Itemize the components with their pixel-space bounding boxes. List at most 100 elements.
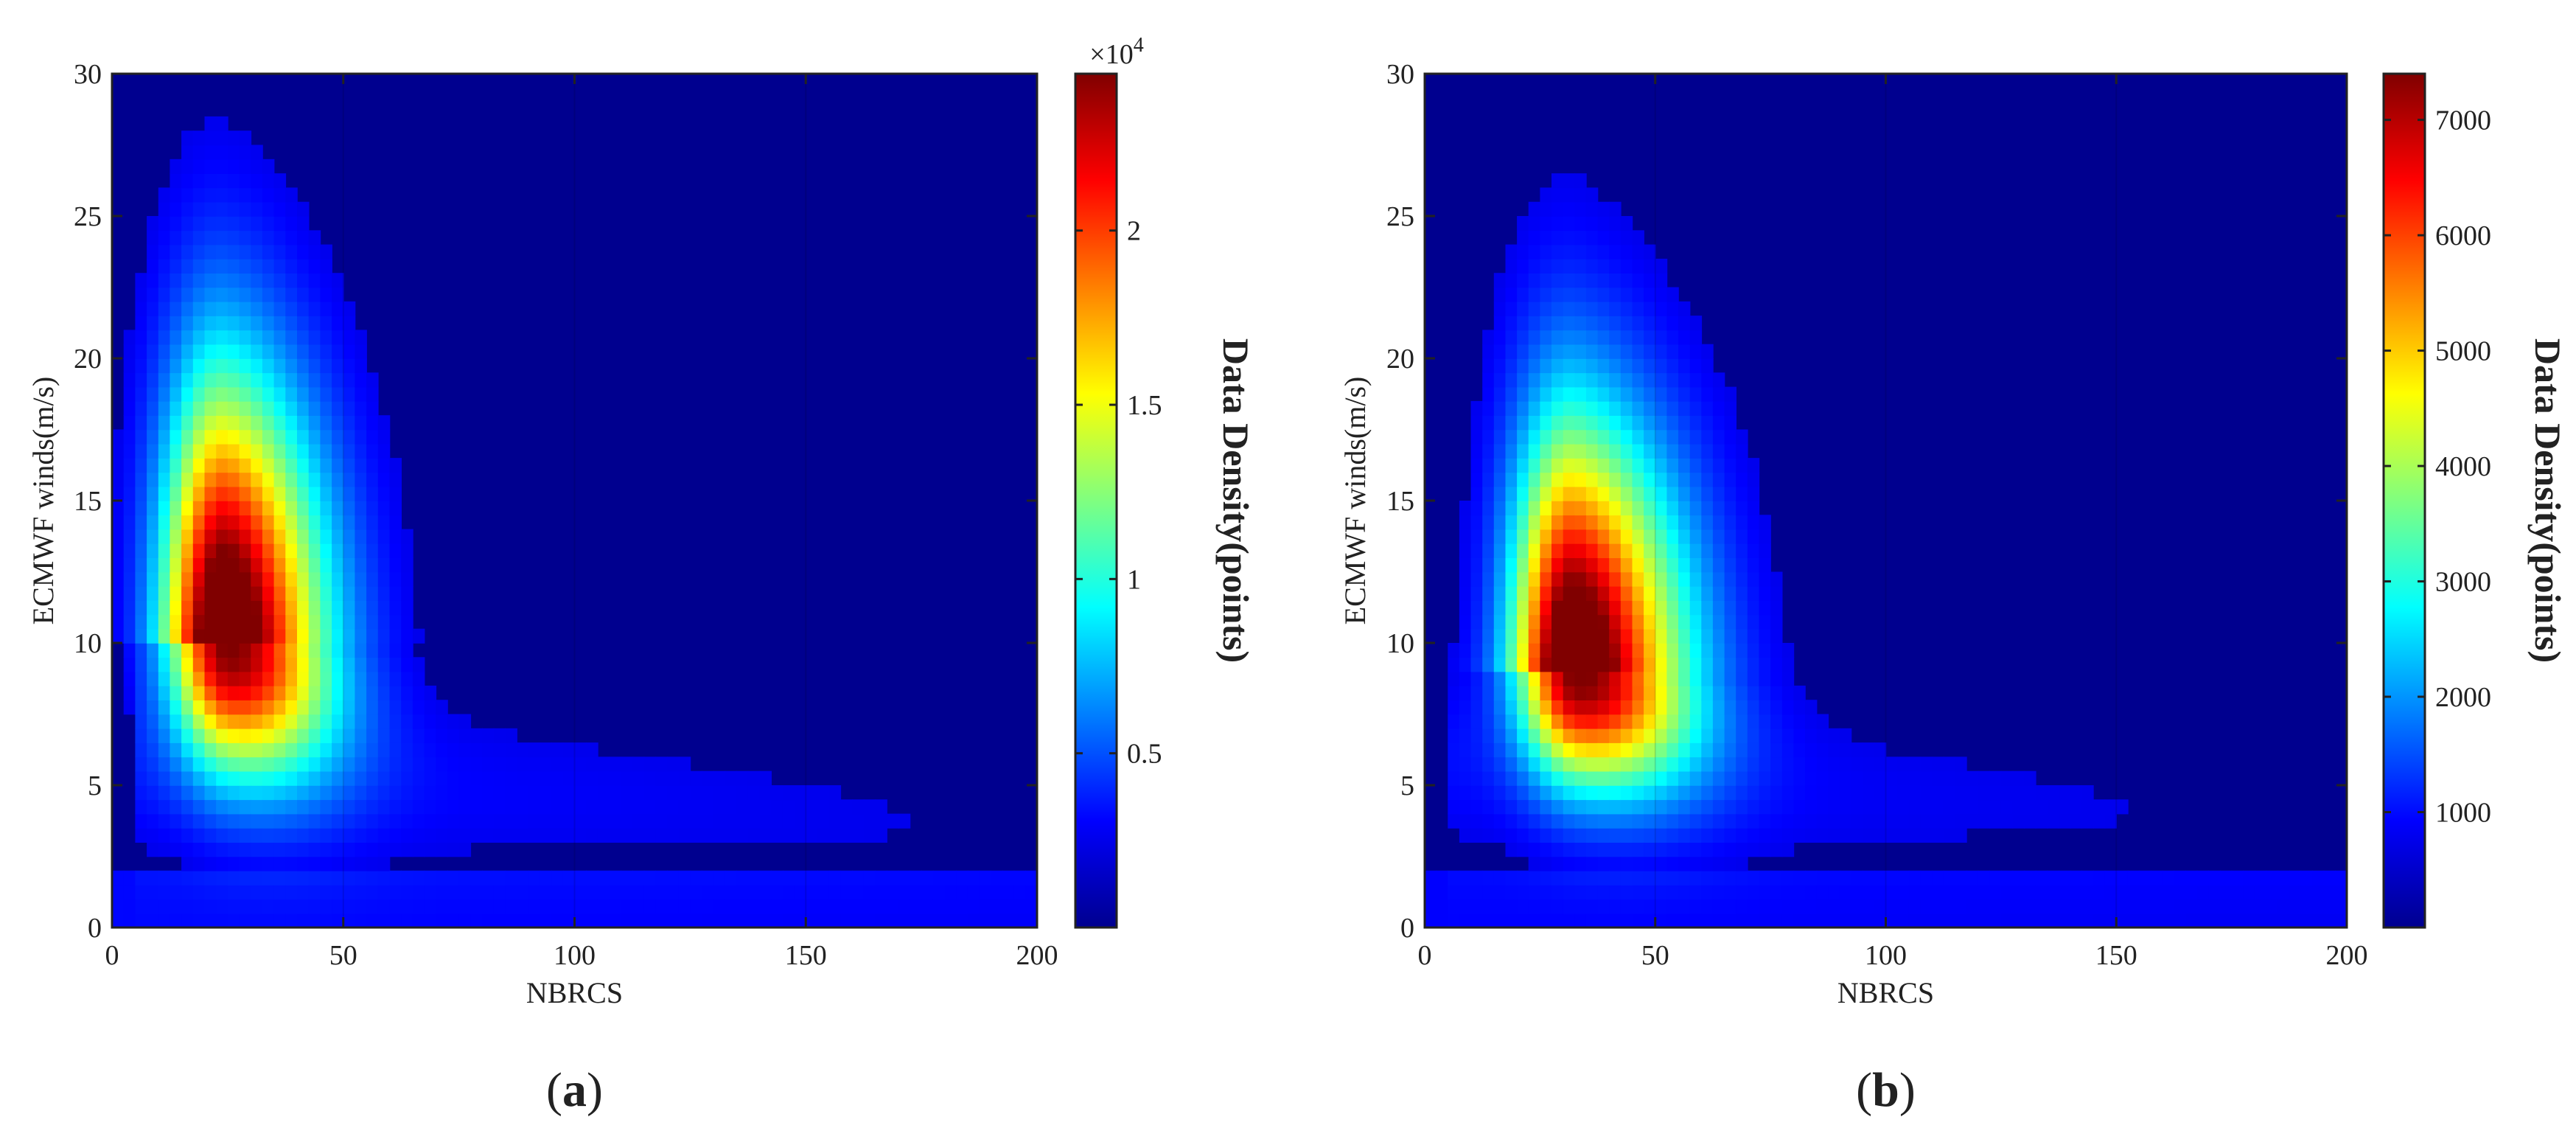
- heatmap-cell: [1839, 785, 1852, 801]
- heatmap-cell: [158, 728, 171, 743]
- heatmap-cell: [1609, 657, 1622, 672]
- heatmap-cell: [2059, 813, 2071, 829]
- heatmap-cell: [1805, 785, 1818, 801]
- heatmap-cell: [678, 813, 691, 829]
- heatmap-cell: [147, 386, 159, 402]
- heatmap-cell: [377, 799, 391, 815]
- heatmap-cell: [1736, 785, 1748, 801]
- heatmap-cell: [1920, 827, 1933, 843]
- heatmap-cell: [2220, 870, 2233, 885]
- heatmap-cell: [2116, 899, 2129, 914]
- heatmap-cell: [262, 258, 275, 274]
- heatmap-cell: [239, 458, 252, 473]
- heatmap-cell: [1655, 799, 1668, 815]
- heatmap-cell: [1609, 643, 1622, 658]
- heatmap-cell: [227, 415, 240, 431]
- heatmap-cell: [227, 515, 240, 530]
- heatmap-cell: [2243, 913, 2255, 928]
- heatmap-cell: [2059, 785, 2071, 801]
- heatmap-cell: [562, 827, 576, 843]
- heatmap-cell: [262, 628, 275, 644]
- heatmap-cell: [297, 742, 310, 758]
- heatmap-cell: [1563, 756, 1576, 772]
- heatmap-cell: [135, 287, 147, 302]
- heatmap-cell: [1655, 458, 1668, 473]
- heatmap-cell: [332, 657, 344, 672]
- heatmap-cell: [1493, 429, 1507, 445]
- heatmap-cell: [1574, 529, 1587, 544]
- heatmap-cell: [1505, 685, 1518, 700]
- heatmap-cell: [1932, 756, 1944, 772]
- heatmap-cell: [1620, 529, 1633, 544]
- heatmap-cell: [366, 728, 379, 743]
- heatmap-cell: [1724, 585, 1736, 601]
- heatmap-cell: [1551, 230, 1564, 246]
- heatmap-cell: [204, 386, 217, 402]
- heatmap-cell: [1678, 529, 1691, 544]
- heatmap-cell: [1482, 571, 1495, 587]
- heatmap-cell: [1736, 486, 1748, 501]
- heatmap-cell: [1701, 585, 1714, 601]
- heatmap-cell: [1885, 756, 1898, 772]
- colorbar-tick-label: 5000: [2435, 336, 2491, 367]
- heatmap-cell: [1689, 344, 1703, 359]
- heatmap-cell: [1747, 685, 1760, 700]
- heatmap-cell: [1759, 714, 1771, 729]
- heatmap-cell: [1551, 400, 1564, 416]
- heatmap-cell: [1655, 813, 1668, 829]
- heatmap-cell: [852, 913, 865, 928]
- heatmap-cell: [377, 458, 391, 473]
- heatmap-cell: [1747, 870, 1760, 885]
- heatmap-cell: [1482, 415, 1495, 431]
- heatmap-cell: [285, 600, 298, 616]
- heatmap-cell: [1574, 671, 1587, 686]
- heatmap-cell: [412, 913, 425, 928]
- heatmap-cell: [1689, 756, 1703, 772]
- heatmap-cell: [1528, 770, 1541, 786]
- heatmap-cell: [308, 429, 321, 445]
- heatmap-cell: [1459, 657, 1472, 672]
- heatmap-cell: [262, 643, 275, 658]
- heatmap-cell: [436, 813, 448, 829]
- heatmap-cell: [1724, 643, 1736, 658]
- heatmap-cell: [458, 842, 472, 857]
- heatmap-cell: [412, 799, 425, 815]
- heatmap-cell: [505, 870, 517, 885]
- heatmap-cell: [493, 827, 506, 843]
- heatmap-cell: [1493, 756, 1507, 772]
- heatmap-cell: [227, 301, 240, 316]
- heatmap-cell: [1724, 870, 1736, 885]
- heatmap-cell: [366, 628, 379, 644]
- heatmap-cell: [123, 571, 136, 587]
- heatmap-cell: [562, 742, 576, 758]
- heatmap-cell: [1770, 785, 1783, 801]
- heatmap-cell: [1551, 885, 1564, 900]
- heatmap-cell: [1632, 529, 1644, 544]
- heatmap-cell: [262, 657, 275, 672]
- heatmap-cell: [1793, 913, 1806, 928]
- heatmap-cell: [297, 244, 310, 260]
- heatmap-cell: [239, 429, 252, 445]
- heatmap-cell: [713, 827, 726, 843]
- heatmap-cell: [1482, 529, 1495, 544]
- heatmap-cell: [1493, 557, 1507, 573]
- heatmap-cell: [1689, 899, 1703, 914]
- heatmap-cell: [2208, 913, 2221, 928]
- heatmap-cell: [123, 543, 136, 558]
- heatmap-cell: [251, 216, 263, 232]
- heatmap-cell: [806, 899, 818, 914]
- heatmap-cell: [239, 201, 252, 217]
- heatmap-cell: [239, 700, 252, 715]
- heatmap-cell: [401, 600, 413, 616]
- heatmap-cell: [412, 714, 425, 729]
- heatmap-cell: [1585, 400, 1599, 416]
- heatmap-cell: [239, 785, 252, 801]
- heatmap-cell: [1666, 770, 1679, 786]
- heatmap-cell: [1505, 657, 1518, 672]
- heatmap-cell: [470, 728, 483, 743]
- heatmap-cell: [112, 429, 125, 445]
- heatmap-cell: [412, 885, 425, 900]
- heatmap-cell: [2012, 770, 2025, 786]
- heatmap-cell: [1540, 770, 1552, 786]
- heatmap-cell: [216, 842, 228, 857]
